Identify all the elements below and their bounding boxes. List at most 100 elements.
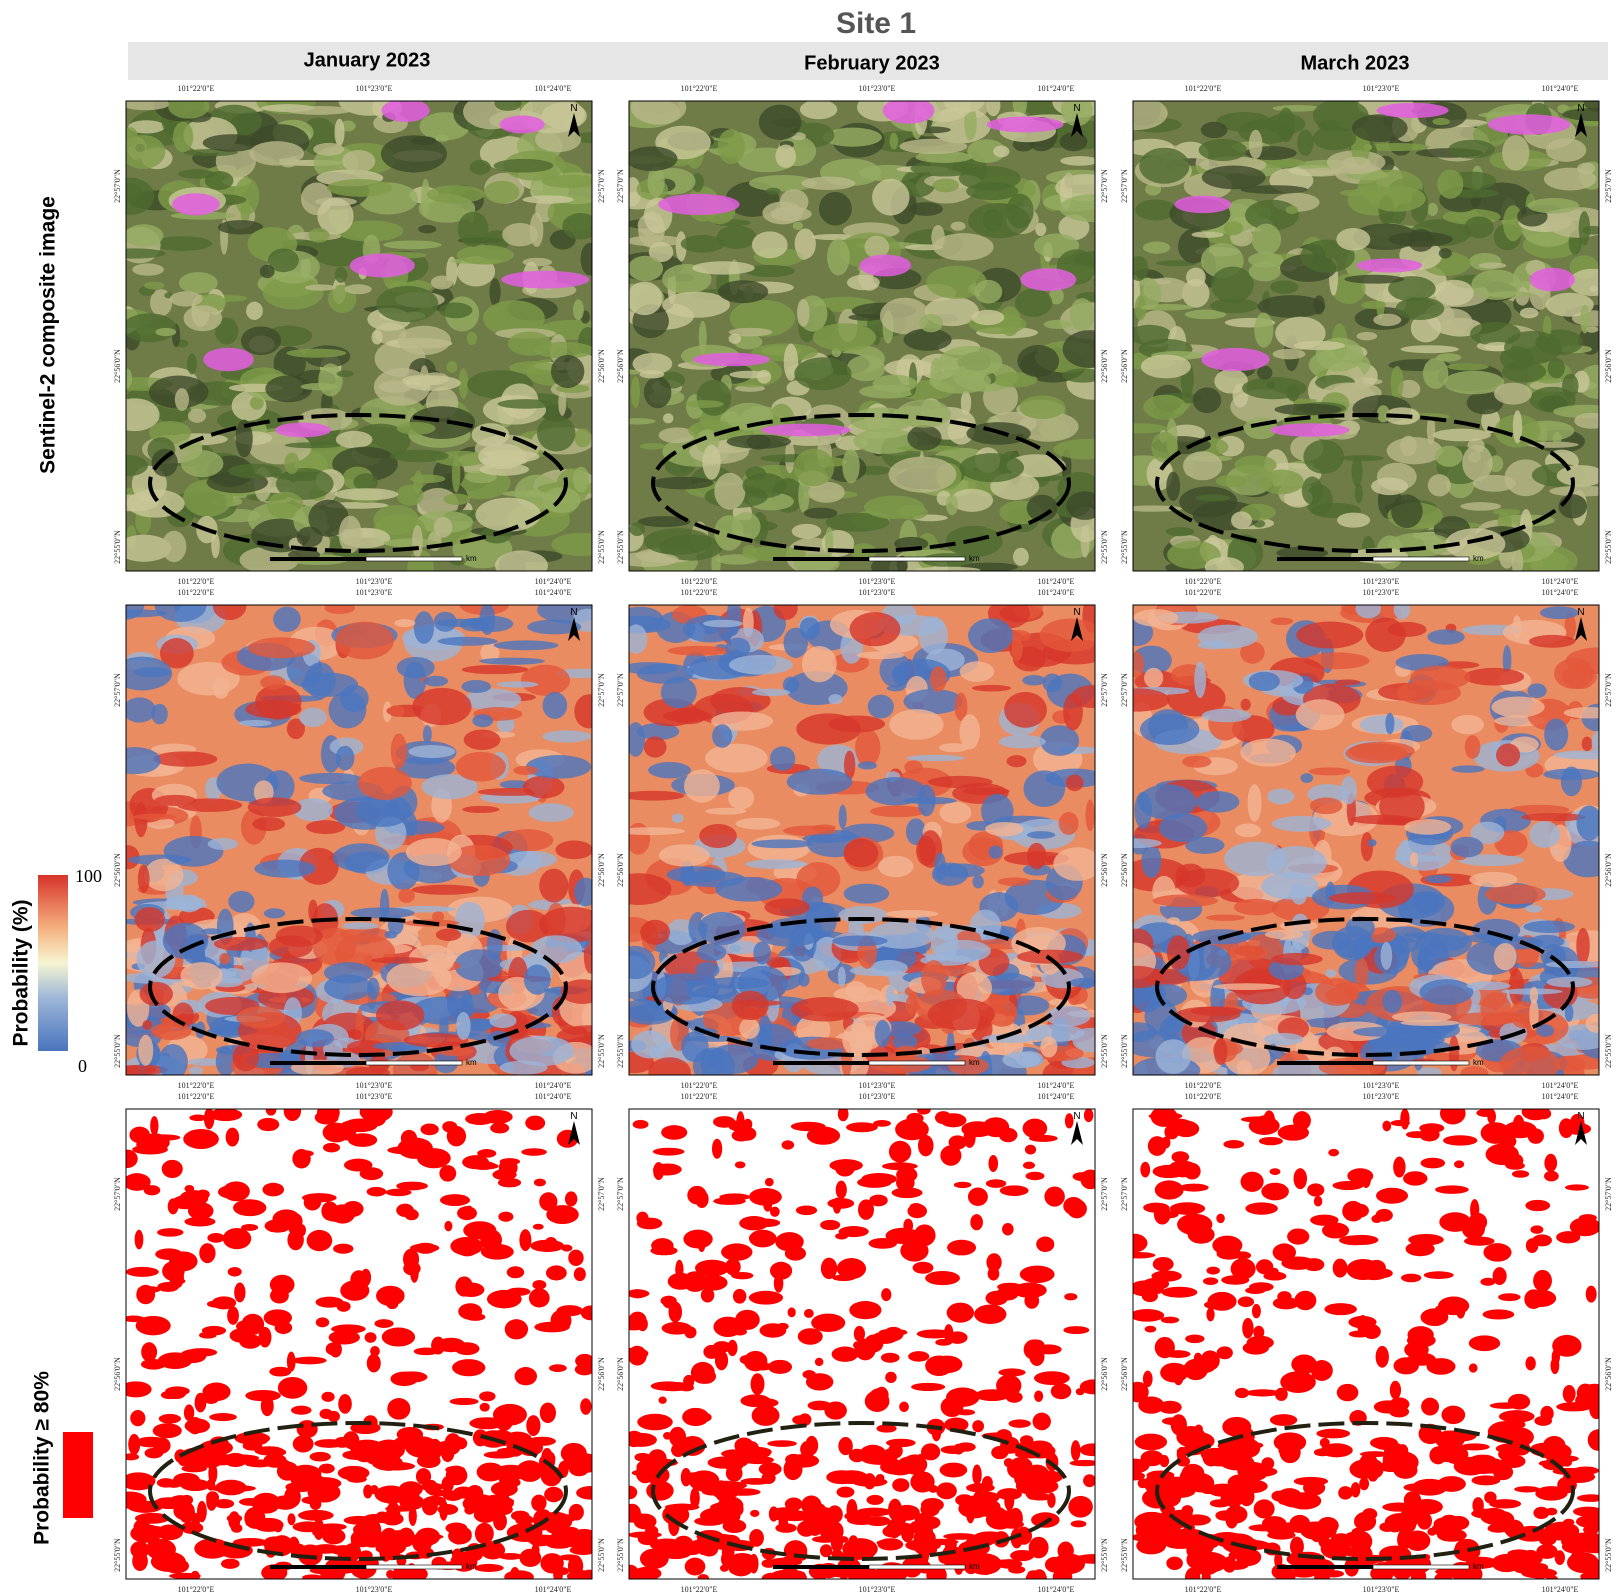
map-patch xyxy=(1529,999,1539,1031)
map-patch xyxy=(629,1511,645,1520)
map-patch xyxy=(764,898,811,917)
map-patch xyxy=(126,368,133,389)
latitude-label: 22°56'0"N xyxy=(113,349,122,383)
map-patch xyxy=(298,1509,334,1521)
map-patch xyxy=(494,101,522,111)
map-patch xyxy=(1320,1538,1351,1560)
map-patch xyxy=(1405,1241,1435,1257)
longitude-label: 101°24'0"E xyxy=(1542,1081,1579,1090)
map-patch xyxy=(490,1122,510,1134)
map-patch xyxy=(1170,1529,1179,1538)
map-patch xyxy=(899,138,968,155)
map-patch xyxy=(353,473,379,491)
map-patch xyxy=(1166,471,1181,502)
map-patch xyxy=(1527,197,1580,214)
map-patch xyxy=(876,1424,897,1433)
map-patch xyxy=(637,1413,673,1431)
map-patch xyxy=(796,1520,816,1537)
map-patch xyxy=(223,1485,256,1492)
map-patch xyxy=(1147,1136,1167,1156)
map-patch xyxy=(157,1352,193,1369)
map-patch xyxy=(1470,821,1505,844)
scale-bar xyxy=(868,1060,966,1066)
map-patch xyxy=(946,1302,975,1323)
map-patch xyxy=(446,1125,467,1147)
map-patch xyxy=(940,1145,962,1166)
map-patch xyxy=(426,185,485,204)
scale-unit: km xyxy=(1473,554,1484,563)
map-patch xyxy=(652,1147,685,1156)
map-patch xyxy=(888,456,957,493)
map-patch xyxy=(422,725,432,744)
map-patch xyxy=(234,1432,271,1445)
map-patch xyxy=(1393,605,1411,620)
map-patch xyxy=(133,813,177,820)
map-patch xyxy=(1410,665,1471,690)
map-patch xyxy=(683,769,720,803)
map-patch xyxy=(832,935,888,947)
map-patch xyxy=(387,1397,411,1420)
map-patch xyxy=(1177,1213,1213,1236)
map-patch xyxy=(806,1037,850,1050)
map-patch xyxy=(262,276,324,310)
longitude-label: 101°24'0"E xyxy=(1038,577,1075,586)
map-patch xyxy=(439,1194,471,1207)
map-patch xyxy=(1011,634,1023,662)
map-patch xyxy=(948,1135,967,1150)
map-patch xyxy=(1563,840,1599,878)
map-patch xyxy=(769,746,796,771)
map-patch xyxy=(158,1044,188,1075)
map-patch xyxy=(208,1463,218,1484)
map-patch xyxy=(751,343,818,362)
map-patch xyxy=(355,793,412,827)
map-patch xyxy=(1133,101,1168,131)
map-patch xyxy=(408,1506,417,1526)
map-patch xyxy=(1524,1289,1543,1309)
map-patch xyxy=(390,733,408,769)
map-patch xyxy=(287,1513,296,1526)
map-patch xyxy=(260,1395,274,1417)
map-patch xyxy=(698,320,707,354)
map-patch xyxy=(1564,1003,1574,1022)
map-patch xyxy=(1040,1036,1058,1058)
map-patch xyxy=(1351,114,1408,143)
longitude-label: 101°23'0"E xyxy=(356,577,393,586)
map-patch xyxy=(387,1146,422,1155)
map-patch xyxy=(1134,295,1147,321)
map-patch xyxy=(1234,455,1277,475)
map-patch xyxy=(690,1361,715,1384)
map-patch xyxy=(1257,295,1325,318)
map-patch xyxy=(400,1129,418,1147)
map-patch xyxy=(1251,1303,1261,1319)
map-patch xyxy=(1003,1458,1014,1468)
map-patch xyxy=(1376,102,1449,118)
map-patch xyxy=(629,827,686,836)
map-patch xyxy=(1529,986,1539,1004)
map-patch xyxy=(1144,1325,1157,1333)
map-patch xyxy=(758,1462,782,1476)
map-patch xyxy=(1062,368,1095,383)
map-patch xyxy=(929,666,947,692)
map-patch xyxy=(241,1223,259,1231)
map-image xyxy=(126,605,592,1075)
map-patch xyxy=(917,1109,931,1115)
map-patch xyxy=(1292,1111,1311,1131)
map-patch xyxy=(1156,260,1198,267)
map-patch xyxy=(1024,1144,1037,1155)
map-patch xyxy=(1271,896,1330,922)
map-patch xyxy=(723,1456,745,1472)
map-patch xyxy=(1269,1414,1298,1426)
map-patch xyxy=(901,169,936,198)
latitude-label: 22°56'0"N xyxy=(1100,349,1109,383)
map-patch xyxy=(819,1544,833,1558)
map-patch xyxy=(161,1159,183,1179)
map-patch xyxy=(921,960,947,997)
map-patch xyxy=(532,1279,547,1290)
map-patch xyxy=(910,1471,935,1493)
map-patch xyxy=(380,135,447,173)
map-patch xyxy=(696,379,732,416)
latitude-label: 22°57'0"N xyxy=(113,673,122,707)
map-patch xyxy=(702,444,721,480)
map-patch xyxy=(545,1265,567,1281)
map-patch xyxy=(1141,843,1162,878)
